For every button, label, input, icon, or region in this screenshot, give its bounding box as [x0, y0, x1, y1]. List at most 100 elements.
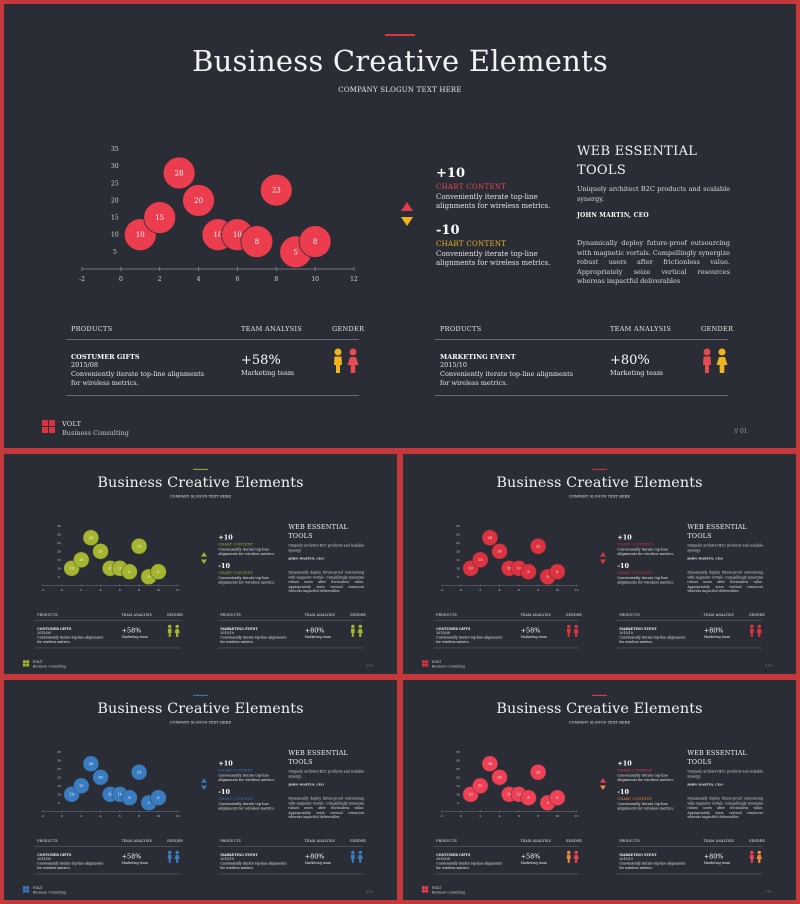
thumbnail-slide[interactable]: Business Creative Elements COMPANY SLOGU… [403, 454, 796, 674]
annotation-down: -10 CHART CONTENT Conveniently iterate t… [218, 789, 283, 811]
down-arrow-icon [200, 559, 207, 565]
product-table: PRODUCTS TEAM ANALYSIS GENDER COSTUMER G… [433, 610, 582, 649]
bubble-label: 23 [137, 770, 141, 774]
bubble-point[interactable] [73, 551, 90, 568]
bubble-point[interactable] [259, 173, 293, 207]
bubble-point[interactable] [73, 777, 90, 794]
product-table: PRODUCTS TEAM ANALYSIS GENDER MARKETING … [435, 319, 733, 396]
bubble-point[interactable] [130, 538, 148, 555]
thumbnail-slide[interactable]: Business Creative Elements COMPANY SLOGU… [4, 454, 397, 674]
bubble-label: 10 [69, 567, 73, 571]
col-products: PRODUCTS [220, 613, 241, 618]
bubble-point[interactable] [121, 789, 138, 806]
bubble-point[interactable] [130, 764, 148, 781]
web-tools-body: Dynamically deploy future-proof outsourc… [687, 570, 764, 594]
team-label: Marketing team [703, 634, 731, 639]
row-title: MARKETING EVENT [619, 626, 657, 631]
bubble-point[interactable] [472, 777, 489, 794]
page-number: // 01 [366, 664, 373, 668]
person-icon [174, 624, 180, 639]
brand-name: VOLT [32, 660, 43, 665]
down-arrow-icon [599, 559, 606, 565]
x-tick-label: -2 [41, 814, 44, 818]
row-date: 2015/08 [436, 856, 450, 861]
slide-title: Business Creative Elements [97, 699, 304, 717]
bubble-point[interactable] [481, 755, 499, 772]
y-tick-label: 15 [456, 784, 460, 788]
bubble-point[interactable] [150, 563, 167, 580]
bubble-label: 10 [136, 231, 145, 239]
bubble-point[interactable] [162, 156, 196, 190]
bubble-label: 10 [108, 793, 112, 797]
bubble-point[interactable] [240, 225, 274, 258]
bubble-point[interactable] [150, 789, 167, 806]
bubble-point[interactable] [92, 543, 109, 560]
col-team-analysis: TEAM ANALYSIS [520, 613, 551, 618]
web-tools-author: JOHN MARTIN, CEO [288, 557, 324, 561]
y-tick-label: 15 [456, 558, 460, 562]
col-team-analysis: TEAM ANALYSIS [241, 325, 303, 333]
team-percent: +80% [304, 852, 325, 861]
bubble-point[interactable] [298, 225, 332, 258]
x-tick-label: 2 [80, 814, 82, 818]
web-tools-intro: Uniquely architect B2C products and scal… [288, 543, 365, 553]
bubble-point[interactable] [143, 201, 177, 234]
volt-logo-icon [22, 886, 30, 893]
title-accent-bar [592, 468, 607, 470]
annotation-label: CHART CONTENT [617, 768, 653, 773]
col-products: PRODUCTS [220, 839, 241, 844]
bubble-label: 15 [155, 214, 164, 222]
bubble-point[interactable] [520, 789, 537, 806]
web-tools-body: Dynamically deploy future-proof outsourc… [687, 796, 764, 820]
bubble-point[interactable] [481, 529, 499, 546]
annotation-desc: Conveniently iterate top-line alignments… [436, 193, 551, 210]
bubble-label: 23 [272, 187, 281, 195]
annotation-label: CHART CONTENT [436, 240, 507, 248]
product-table: PRODUCTS TEAM ANALYSIS GENDER MARKETING … [616, 610, 765, 649]
person-icon [749, 624, 755, 639]
bubble-point[interactable] [82, 755, 100, 772]
gender-icons [332, 348, 366, 374]
bubble-point[interactable] [549, 563, 566, 580]
y-tick-label: 35 [57, 524, 61, 528]
thumbnail-slide[interactable]: Business Creative Elements COMPANY SLOGU… [4, 680, 397, 900]
bubble-point[interactable] [121, 563, 138, 580]
table-divider [66, 339, 359, 340]
table-divider [435, 339, 728, 340]
annotation-label: CHART CONTENT [617, 542, 653, 547]
web-tools-intro: Uniquely architect B2C products and scal… [687, 769, 764, 779]
bubble-label: 10 [233, 231, 242, 239]
row-desc: Conveniently iterate top-line alignments… [436, 861, 503, 870]
col-team-analysis: TEAM ANALYSIS [121, 839, 152, 844]
annotation-label: CHART CONTENT [617, 796, 653, 801]
bubble-point[interactable] [472, 551, 489, 568]
bubble-label: 10 [69, 793, 73, 797]
bubble-point[interactable] [529, 538, 547, 555]
bubble-point[interactable] [549, 789, 566, 806]
col-gender: GENDER [349, 839, 366, 844]
web-tools-body: Dynamically deploy future-proof outsourc… [288, 570, 365, 594]
x-tick-label: 4 [100, 814, 102, 818]
bubble-point[interactable] [182, 184, 215, 217]
bubble-label: 8 [157, 796, 159, 800]
annotation-down: -10 CHART CONTENT Conveniently iterate t… [617, 563, 682, 585]
bubble-point[interactable] [520, 563, 537, 580]
slide-subtitle: COMPANY SLOGUN TEXT HERE [169, 720, 232, 725]
thumbnail-slide[interactable]: Business Creative Elements COMPANY SLOGU… [403, 680, 796, 900]
bubble-point[interactable] [529, 764, 547, 781]
bubble-point[interactable] [491, 769, 508, 786]
web-tools-title: WEB ESSENTIAL TOOLS [288, 523, 348, 541]
x-tick-label: 8 [537, 588, 539, 592]
annotation-label: CHART CONTENT [436, 183, 507, 191]
brand-name: VOLT [32, 886, 43, 891]
bubble-point[interactable] [92, 769, 109, 786]
bubble-point[interactable] [491, 543, 508, 560]
y-tick-label: 35 [111, 146, 119, 153]
person-icon [756, 850, 763, 865]
bubble-point[interactable] [82, 529, 100, 546]
main-slide[interactable]: Business Creative Elements COMPANY SLOGU… [4, 4, 796, 448]
web-tools-title: WEB ESSENTIAL TOOLS [288, 749, 348, 767]
col-team-analysis: TEAM ANALYSIS [121, 613, 152, 618]
y-tick-label: 25 [57, 767, 61, 771]
slide-title: Business Creative Elements [97, 473, 304, 491]
